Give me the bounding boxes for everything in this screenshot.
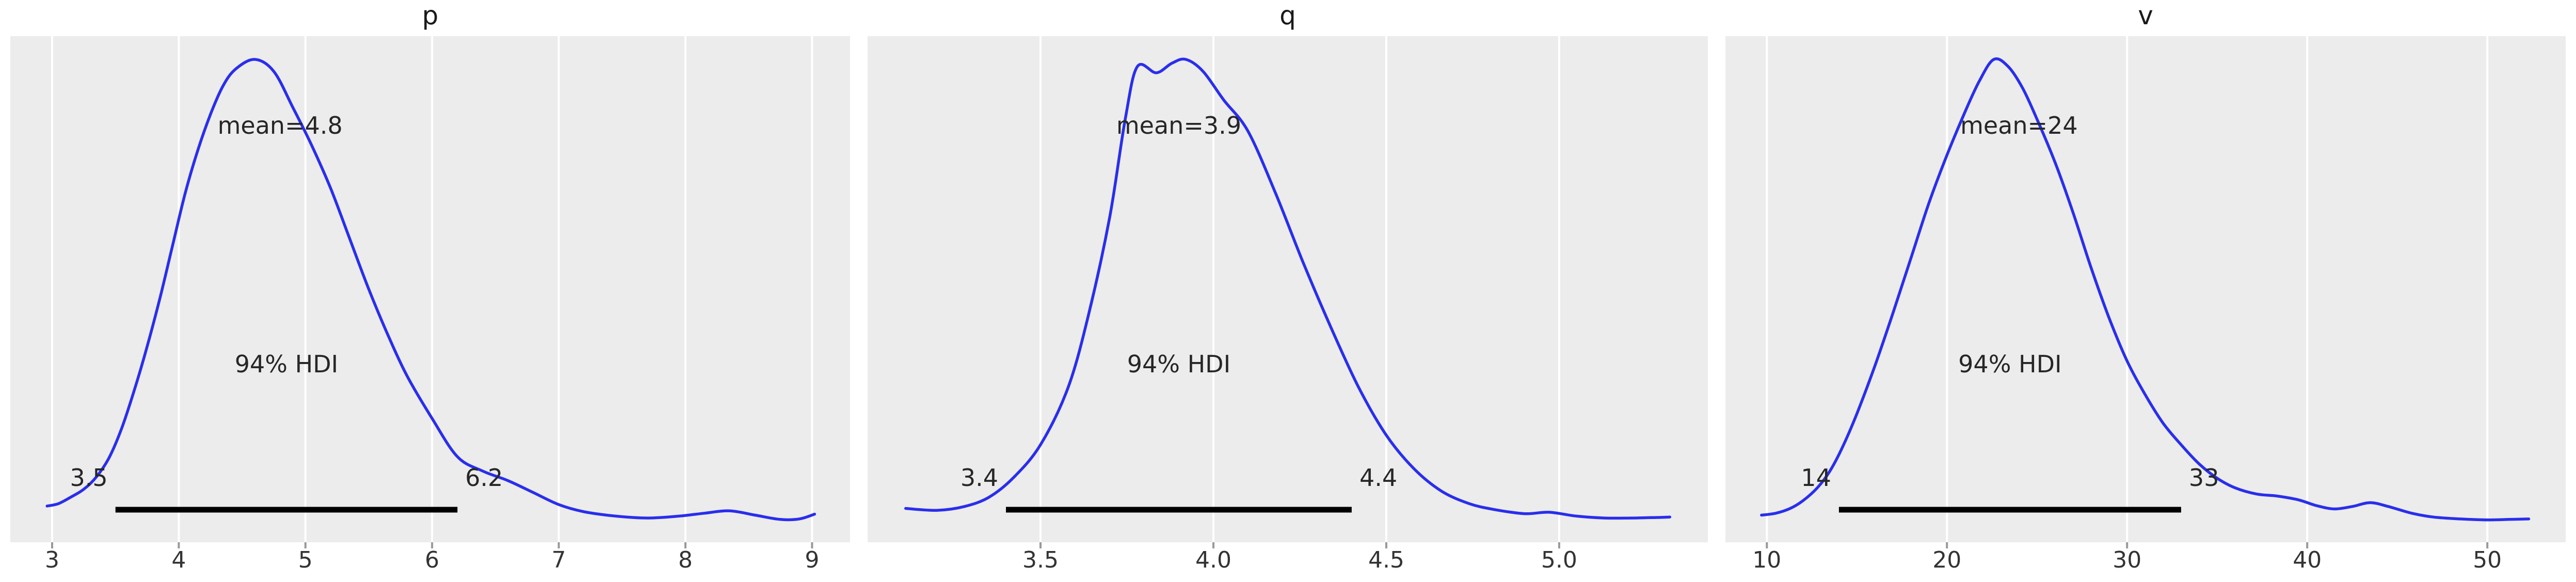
plot-background <box>868 36 1708 542</box>
x-tick-label: 40 <box>2293 547 2322 573</box>
hdi-lower-label: 14 <box>1801 464 1831 492</box>
kde-plot <box>10 36 850 548</box>
plot-background <box>1725 36 2566 542</box>
hdi-upper-label: 33 <box>2188 464 2219 492</box>
subplot-p: p mean=4.8 94% HDI 3.5 6.2 3 4 5 6 7 8 9 <box>10 0 850 582</box>
kde-curve <box>45 58 817 522</box>
kde-curve <box>904 57 1672 520</box>
x-tick-label: 5 <box>298 547 313 573</box>
x-tick-label: 4.5 <box>1368 547 1404 573</box>
subplot-title: q <box>1279 1 1296 30</box>
hdi-upper-label: 4.4 <box>1359 464 1398 492</box>
x-tick-label: 7 <box>551 547 566 573</box>
x-tick-label: 3.5 <box>1022 547 1059 573</box>
x-tick-label: 30 <box>2113 547 2142 573</box>
kde-curve <box>1760 57 2531 522</box>
mean-annotation: mean=24 <box>1960 112 2078 139</box>
plot-background <box>10 36 850 542</box>
x-tick-label: 6 <box>425 547 440 573</box>
subplot-v: v mean=24 94% HDI 14 33 10 20 30 40 50 <box>1725 0 2566 582</box>
subplot-q: q mean=3.9 94% HDI 3.4 4.4 3.5 4.0 4.5 5.0 <box>868 0 1708 582</box>
hdi-caption: 94% HDI <box>1127 350 1231 378</box>
x-tick-label: 9 <box>805 547 820 573</box>
x-tick-label: 8 <box>678 547 693 573</box>
hdi-lower-label: 3.5 <box>70 464 108 492</box>
x-tick-label: 50 <box>2473 547 2502 573</box>
mean-annotation: mean=4.8 <box>217 112 343 139</box>
mean-annotation: mean=3.9 <box>1116 112 1242 139</box>
x-tick-label: 3 <box>44 547 59 573</box>
x-tick-label: 20 <box>1932 547 1962 573</box>
kde-plot <box>868 36 1708 548</box>
kde-plot <box>1725 36 2566 548</box>
hdi-caption: 94% HDI <box>234 350 339 378</box>
x-tick-label: 5.0 <box>1541 547 1577 573</box>
hdi-upper-label: 6.2 <box>465 464 503 492</box>
hdi-lower-label: 3.4 <box>960 464 998 492</box>
x-tick-label: 4.0 <box>1195 547 1231 573</box>
x-tick-label: 4 <box>171 547 186 573</box>
subplot-title: v <box>2138 1 2153 30</box>
x-tick-label: 10 <box>1752 547 1782 573</box>
subplot-title: p <box>422 1 439 30</box>
hdi-caption: 94% HDI <box>1958 350 2062 378</box>
